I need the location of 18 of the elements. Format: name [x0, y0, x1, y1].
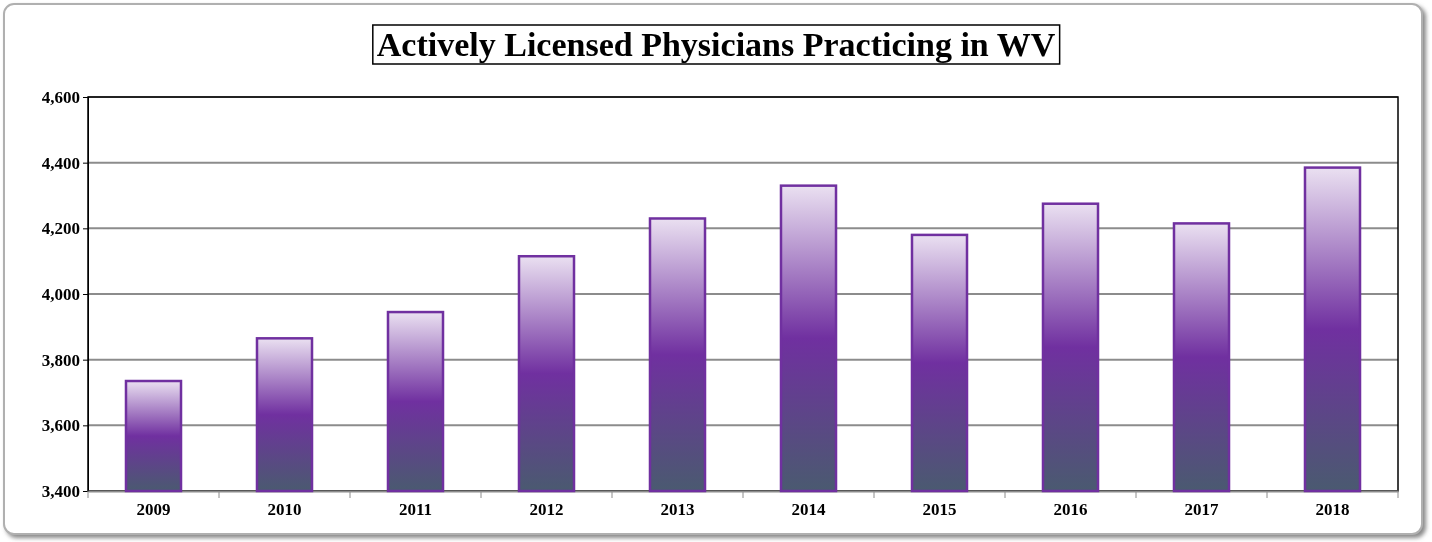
x-tick-label: 2012 [529, 500, 564, 520]
y-tick-label: 3,600 [41, 416, 80, 436]
x-tick-label: 2017 [1184, 500, 1219, 520]
x-tick-label: 2011 [398, 500, 433, 520]
x-tick-label: 2015 [922, 500, 957, 520]
x-tick-label: 2018 [1315, 500, 1350, 520]
y-tick-label: 4,400 [41, 153, 80, 173]
x-tick-label: 2009 [136, 500, 171, 520]
y-tick-label: 3,400 [41, 481, 80, 501]
x-tick-label: 2014 [791, 500, 826, 520]
x-tick-label: 2010 [267, 500, 302, 520]
y-tick-label: 4,600 [41, 87, 80, 107]
x-tick-label: 2013 [660, 500, 695, 520]
x-tick-label: 2016 [1053, 500, 1088, 520]
y-tick-label: 3,800 [41, 350, 80, 370]
chart-title: Actively Licensed Physicians Practicing in WV [376, 26, 1056, 63]
y-tick-label: 4,200 [41, 219, 80, 239]
y-tick-label: 4,000 [41, 284, 80, 304]
